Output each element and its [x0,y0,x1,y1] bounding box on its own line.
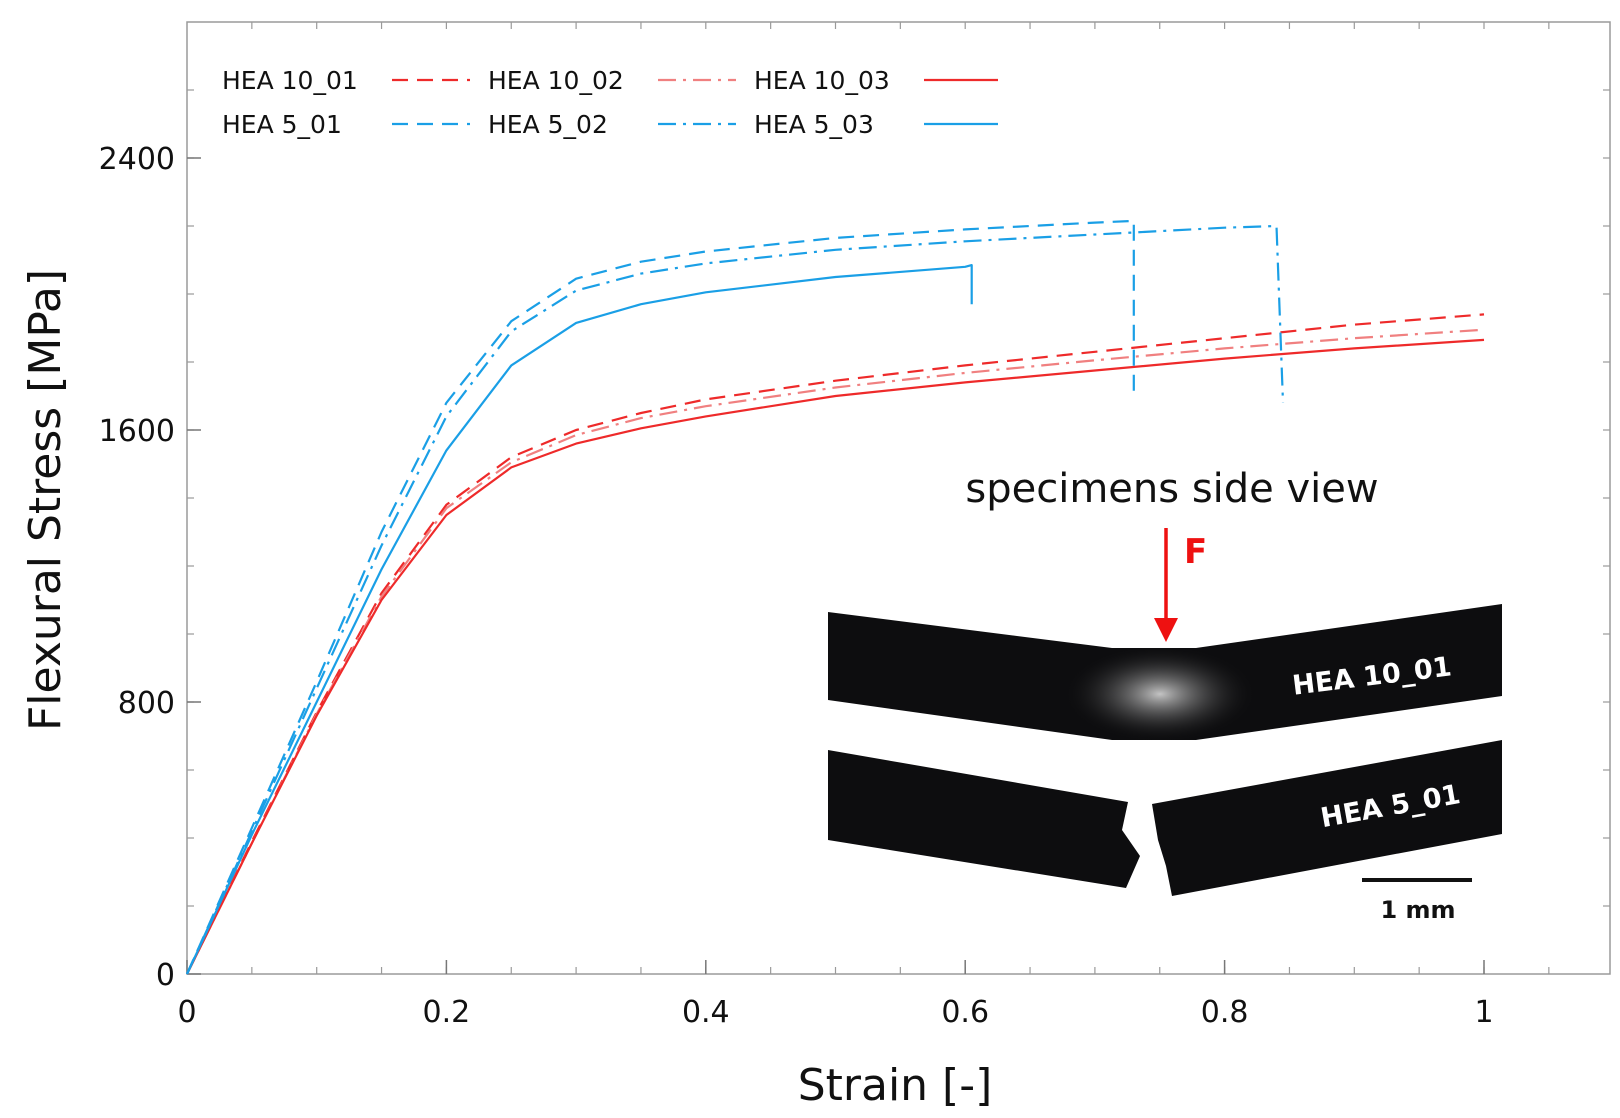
legend-label-hea5-03: HEA 5_03 [754,110,874,139]
series-line-hea-10_02 [186,328,1485,975]
series-line-hea-10_03 [186,338,1485,975]
y-tick-label: 0 [156,958,175,993]
specimen-bottom-right-half [1152,740,1502,896]
specimen-inset: specimens side view F HEA 10_01 HEA 5_01… [828,466,1502,924]
y-tick-label: 800 [118,686,175,721]
x-tick-label: 0 [177,995,196,1030]
legend-label-hea10-03: HEA 10_03 [754,66,890,95]
major-ticks [186,157,1485,975]
legend-label-hea10-02: HEA 10_02 [488,66,624,95]
inset-title: specimens side view [965,466,1378,512]
series-line-hea-5_01 [185,219,1135,975]
series-line-hea-5_02 [185,224,1285,975]
series-layer [185,219,1485,975]
specimen-bottom-left-half [828,750,1140,888]
minor-ticks [187,22,1610,974]
specimen-top-bend-highlight [1065,646,1255,740]
legend-label-hea5-02: HEA 5_02 [488,110,608,139]
y-tick-label: 2400 [99,142,175,177]
x-axis-title: Strain [-] [798,1060,993,1111]
x-tick-label: 0.6 [941,995,989,1030]
x-tick-label: 0.4 [682,995,730,1030]
legend: HEA 10_01 HEA 10_02 HEA 10_03 HEA 5_01 H… [222,66,998,139]
scale-bar-label: 1 mm [1380,896,1455,924]
series-line-hea-5_03 [186,264,973,975]
series-line-hea-10_01 [186,313,1485,975]
x-tick-label: 0.8 [1201,995,1249,1030]
x-tick-labels: 0 0.2 0.4 0.6 0.8 1 [177,995,1493,1030]
x-tick-label: 0.2 [423,995,471,1030]
y-tick-labels: 0 800 1600 2400 [99,142,175,993]
y-axis-title: Flexural Stress [MPa] [20,269,71,731]
legend-label-hea10-01: HEA 10_01 [222,66,358,95]
force-label: F [1184,532,1207,572]
x-tick-label: 1 [1474,995,1493,1030]
force-arrow-head [1154,618,1178,642]
legend-label-hea5-01: HEA 5_01 [222,110,342,139]
y-tick-label: 1600 [99,414,175,449]
